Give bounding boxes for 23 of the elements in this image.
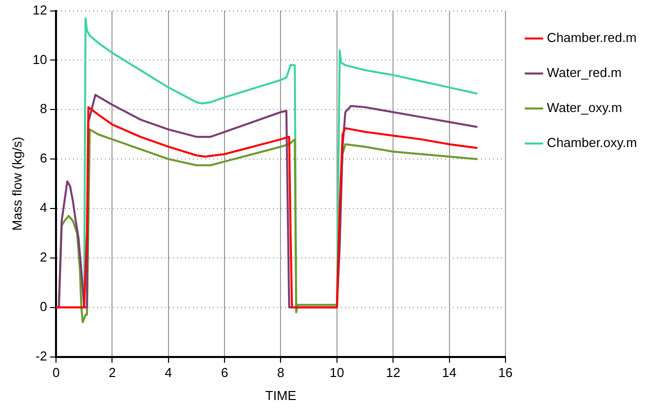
y-tick-label: -2 (35, 348, 48, 364)
x-tick-label: 4 (164, 365, 172, 380)
y-axis-title: Mass flow (kg/s) (9, 136, 24, 231)
legend-label: Water_oxy.m (546, 100, 622, 116)
y-tick-label: 12 (32, 2, 48, 18)
y-tick-label: 6 (40, 150, 48, 166)
x-tick-label: 16 (498, 365, 513, 380)
x-tick-label: 0 (52, 365, 60, 380)
x-tick-label: 2 (108, 365, 116, 380)
y-tick-label: 4 (40, 200, 48, 216)
legend-label: Chamber.oxy.m (546, 135, 638, 150)
y-tick-label: 0 (40, 298, 48, 314)
x-tick-label: 6 (220, 365, 228, 380)
legend-label: Water_red.m (546, 65, 622, 80)
y-tick-label: 2 (40, 250, 48, 265)
x-tick-label: 10 (330, 365, 344, 380)
y-tick-label: 8 (40, 101, 48, 116)
x-tick-label: 12 (386, 365, 400, 380)
x-tick-label: 8 (277, 365, 284, 380)
x-tick-label: 14 (442, 365, 456, 380)
legend-label: Chamber.red.m (546, 30, 637, 46)
x-axis-title: TIME (265, 388, 297, 403)
y-tick-label: 10 (32, 52, 48, 67)
